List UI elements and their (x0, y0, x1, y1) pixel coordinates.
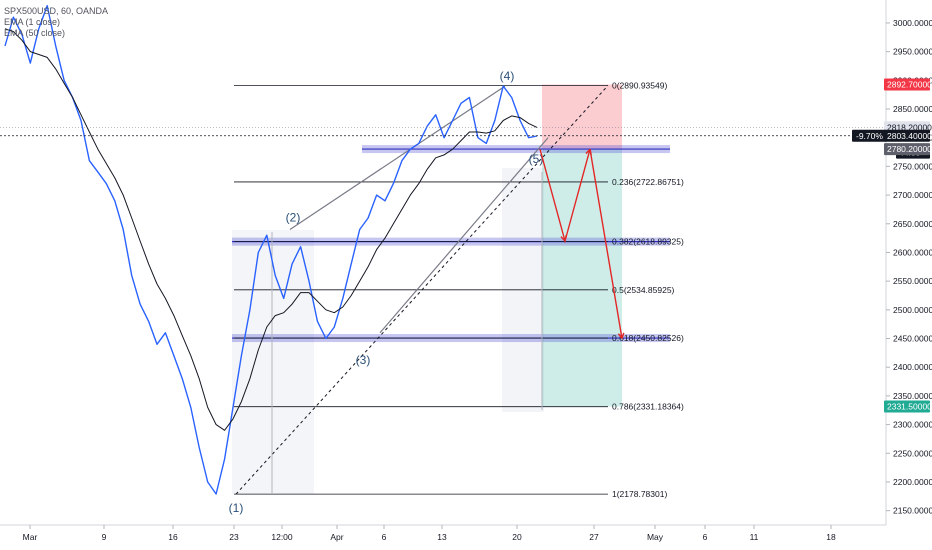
wedge-lower-line[interactable] (379, 137, 549, 334)
price-axis[interactable]: 3000.000002950.000002900.000002850.00000… (886, 18, 932, 516)
price-series (4, 5, 538, 495)
wave-label-5[interactable]: (5) (529, 152, 544, 166)
x-tick-label: May (647, 532, 664, 542)
x-tick-label: Mar (23, 532, 38, 542)
y-tick-label: 2950.00000 (893, 47, 932, 57)
time-axis[interactable]: Mar 9 16 23 12:00 Apr 6 13 20 27 May 6 11 18 (23, 525, 836, 542)
x-tick-label: 12:00 (271, 532, 293, 542)
price-tag-text-6: 2331.50000 (887, 402, 932, 412)
change-badge-text: -9.70% (856, 131, 883, 141)
legend-ema-2[interactable]: EMA (50 close) (4, 28, 66, 38)
dashed-trend-line[interactable] (235, 85, 609, 495)
take-profit-zone[interactable] (542, 149, 622, 407)
y-tick-label: 2650.00000 (893, 219, 932, 229)
y-tick-label: 2850.00000 (893, 104, 932, 114)
price-tag-text-2: 2818.20000 (887, 122, 932, 132)
fibonacci-retracement[interactable]: 0(2890.93549) 0.236(2722.86751) 0.382(2618… (232, 81, 684, 500)
price-tag-text-3: 2803.40000 (887, 131, 932, 141)
fib-label-0.618: 0.618(2450.82526) (612, 333, 684, 343)
ema-line[interactable] (4, 28, 538, 431)
wedge-channel[interactable] (235, 85, 609, 495)
wedge-upper-line[interactable] (289, 85, 506, 231)
change-badge (852, 129, 886, 142)
price-tags: 2892.700002818.200002803.4000044:002780.… (0, 78, 932, 413)
price-tag-text-1: 2892.70000 (887, 80, 932, 90)
price-tag-3 (884, 129, 930, 142)
plot-background[interactable] (0, 0, 886, 525)
y-tick-label: 3000.00000 (893, 18, 932, 28)
wave-label-3[interactable]: (3) (356, 353, 371, 367)
forecast-arrowhead-2 (585, 148, 592, 156)
forecast-arrowhead-1 (560, 234, 567, 242)
fib-label-0.786: 0.786(2331.18364) (612, 402, 684, 412)
fib-label-0.382: 0.382(2618.89325) (612, 237, 684, 247)
x-tick-label: 9 (102, 532, 107, 542)
price-line[interactable] (4, 5, 538, 495)
wave-label-1[interactable]: (1) (229, 501, 244, 515)
x-tick-label: 6 (703, 532, 708, 542)
price-tag-1 (884, 78, 930, 91)
y-tick-label: 2300.00000 (893, 420, 932, 430)
fib-label-0.5: 0.5(2534.85925) (612, 285, 675, 295)
y-tick-label: 2600.00000 (893, 247, 932, 257)
x-tick-label: 13 (437, 532, 447, 542)
price-tag-5 (884, 143, 930, 156)
wave-label-4[interactable]: (4) (500, 69, 515, 83)
y-tick-label: 2700.00000 (893, 190, 932, 200)
legend-symbol[interactable]: SPX500USD, 60, OANDA (4, 6, 109, 16)
elliott-wave-labels[interactable]: (1) (2) (3) (4) (5) (229, 69, 544, 515)
forecast-path[interactable] (539, 149, 623, 339)
x-tick-label: 20 (512, 532, 522, 542)
y-tick-label: 2550.00000 (893, 276, 932, 286)
x-tick-label: 27 (589, 532, 599, 542)
x-tick-label: Apr (330, 532, 343, 542)
price-tag-6 (884, 400, 930, 413)
x-tick-label: 6 (382, 532, 387, 542)
y-tick-label: 2750.00000 (893, 161, 932, 171)
fib-label-0: 0(2890.93549) (612, 81, 667, 91)
x-tick-label: 16 (168, 532, 178, 542)
x-tick-label: 18 (826, 532, 836, 542)
chart-legend: SPX500USD, 60, OANDA EMA (1 close) EMA (… (4, 6, 108, 39)
y-tick-label: 2150.00000 (893, 506, 932, 516)
y-tick-label: 2200.00000 (893, 477, 932, 487)
fib-label-0.236: 0.236(2722.86751) (612, 177, 684, 187)
stop-loss-zone[interactable] (542, 84, 622, 150)
y-tick-label: 2250.00000 (893, 448, 932, 458)
forecast-arrowhead-3 (617, 332, 625, 339)
x-tick-label: 23 (229, 532, 239, 542)
price-tag-text-5: 2780.20000 (887, 144, 932, 154)
forecast-arrows[interactable] (539, 148, 625, 339)
y-tick-label: 2500.00000 (893, 305, 932, 315)
y-tick-label: 2450.00000 (893, 334, 932, 344)
y-tick-label: 2400.00000 (893, 362, 932, 372)
x-tick-label: 11 (750, 532, 759, 542)
fib-label-1: 1(2178.78301) (612, 489, 667, 499)
y-tick-label: 2350.00000 (893, 391, 932, 401)
legend-ema-1[interactable]: EMA (1 close) (4, 17, 61, 27)
range-zone-left[interactable] (232, 230, 314, 495)
wave-label-2[interactable]: (2) (286, 211, 301, 225)
